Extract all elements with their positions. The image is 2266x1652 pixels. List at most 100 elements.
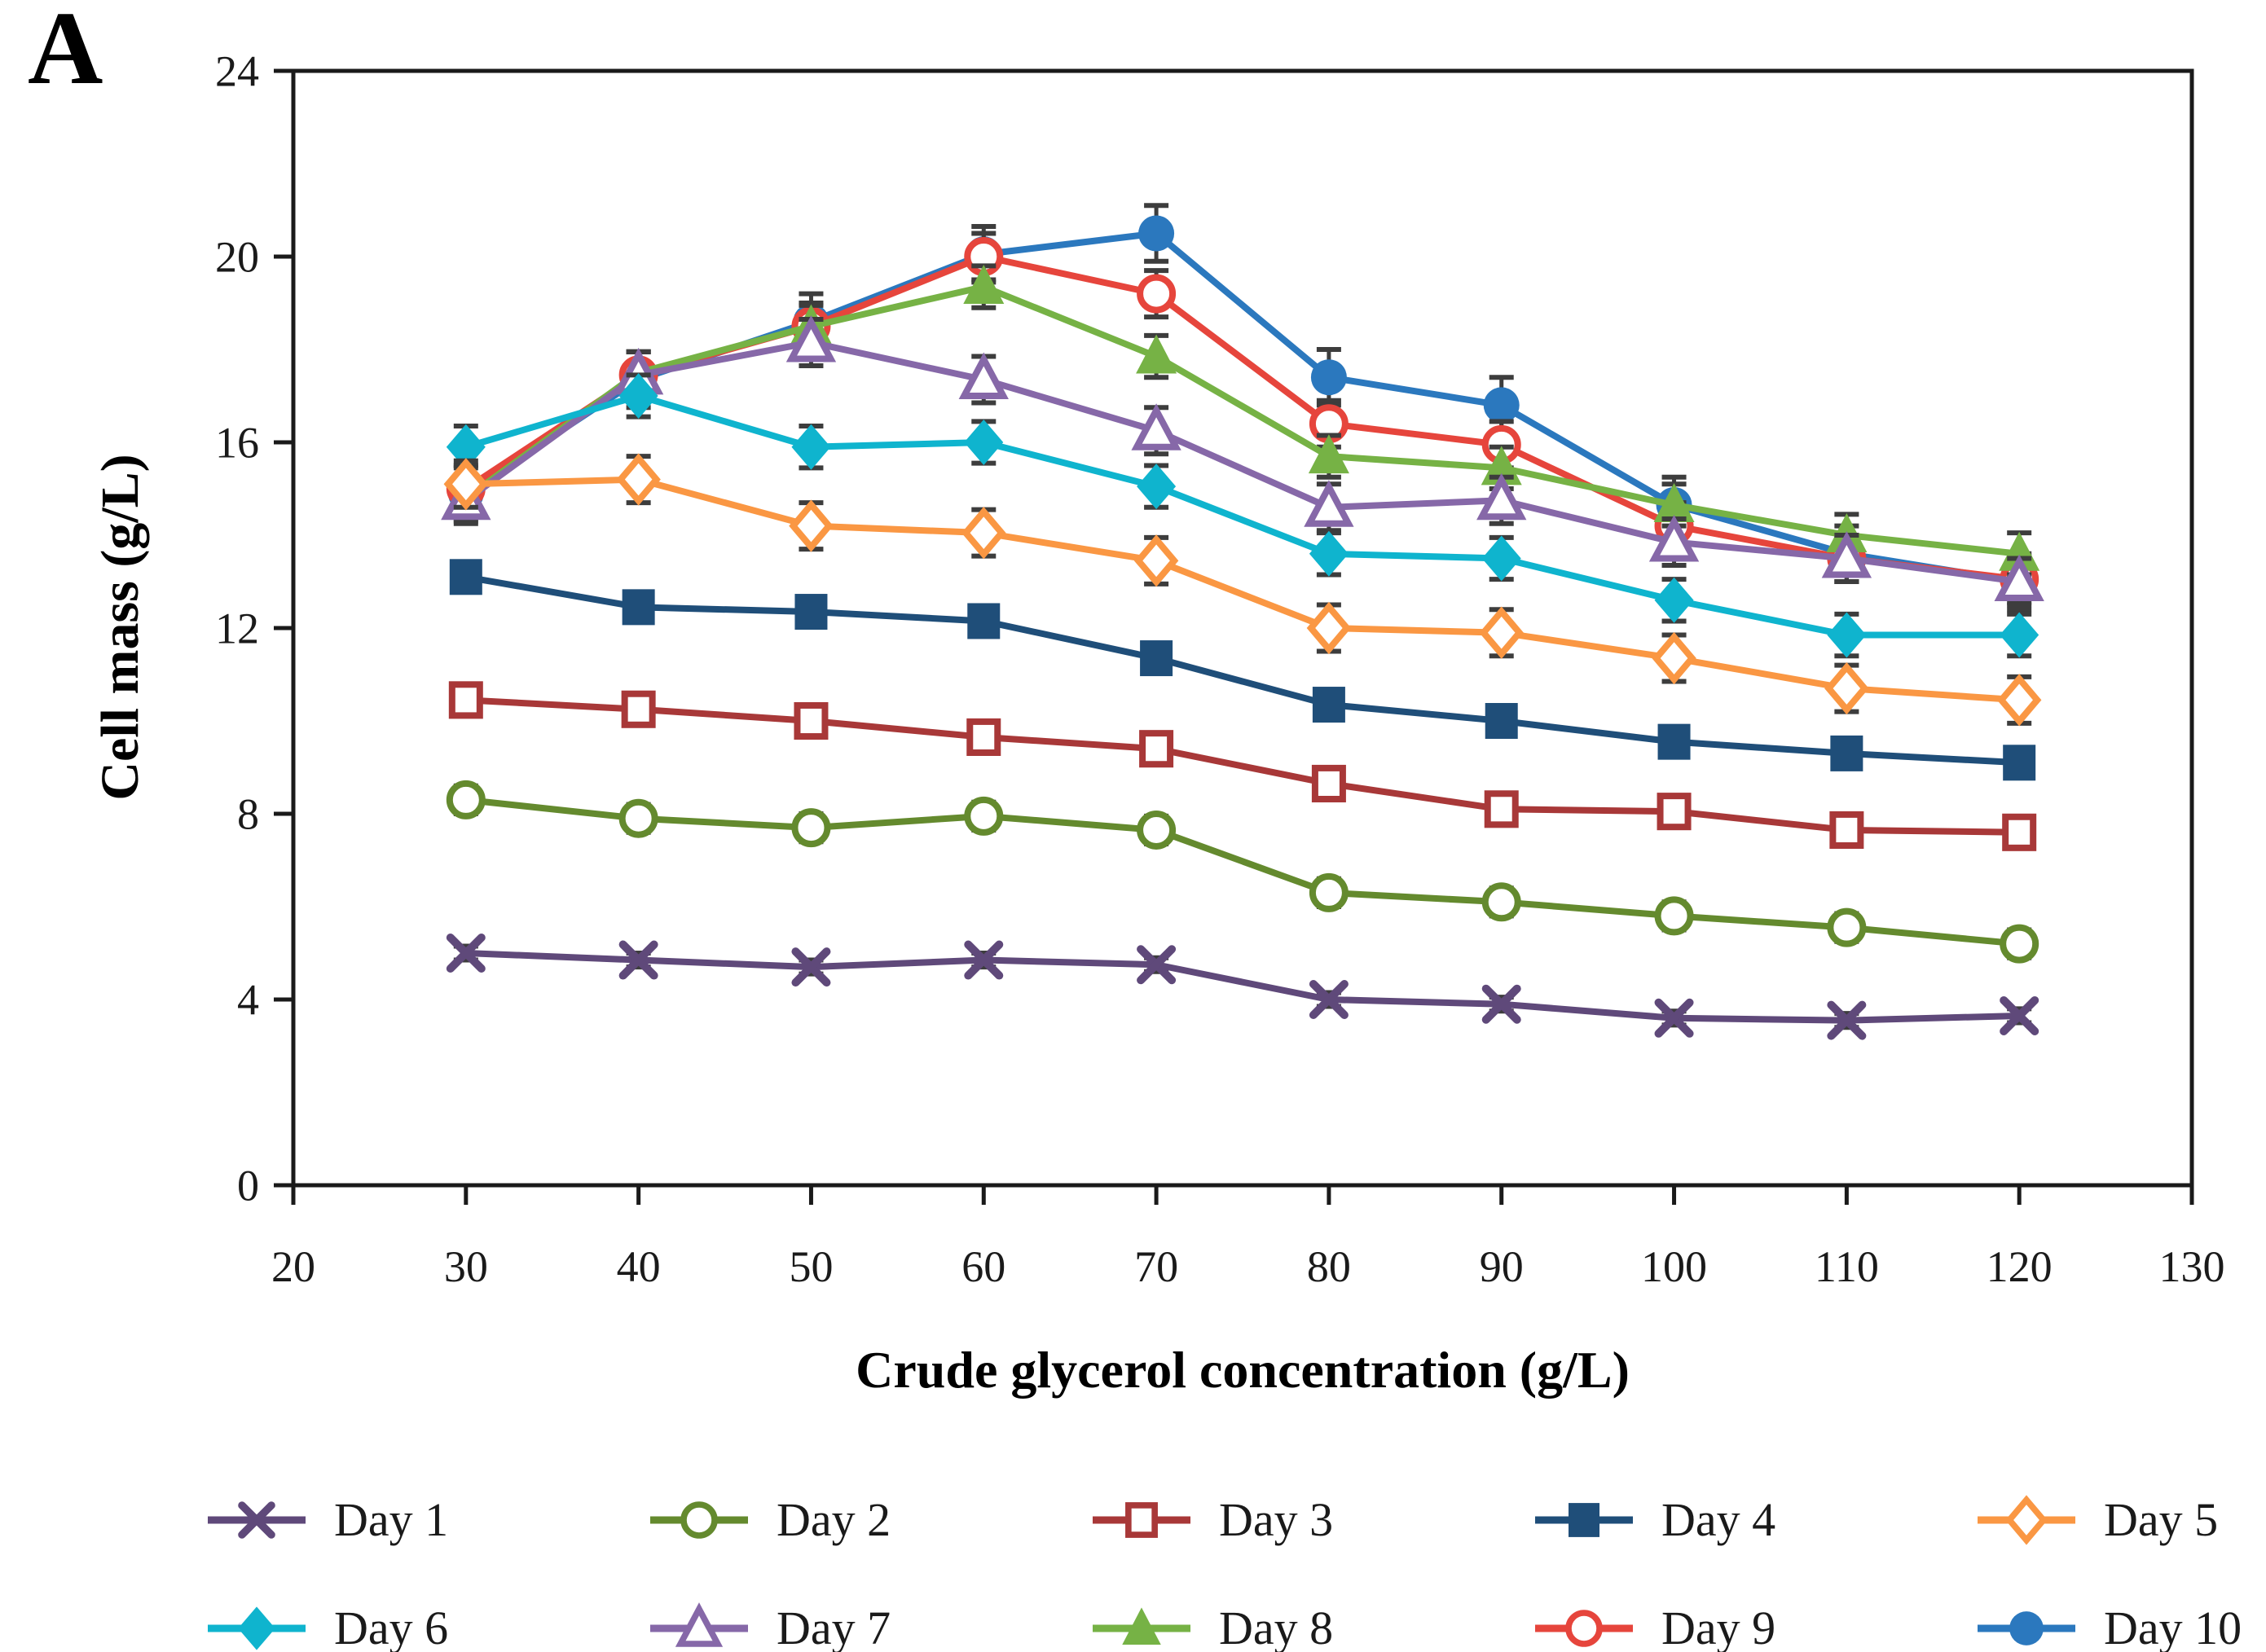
- y-tick-label: 8: [237, 789, 259, 838]
- data-point: [1310, 359, 1347, 396]
- series-day-4: [449, 559, 2036, 781]
- x-tick-label: 110: [1815, 1242, 1879, 1291]
- data-point: [1827, 907, 1867, 947]
- data-point: [791, 424, 831, 470]
- data-point: [449, 559, 482, 595]
- data-point: [621, 690, 656, 728]
- data-point: [2005, 1495, 2048, 1545]
- data-point: [961, 506, 1006, 560]
- data-point: [2003, 745, 2036, 781]
- series-line: [465, 796, 2020, 947]
- data-point: [1484, 790, 1519, 828]
- legend-item-day-9: Day 9: [1535, 1601, 1775, 1652]
- y-tick-label: 12: [215, 604, 259, 652]
- data-point: [1304, 480, 1354, 527]
- data-point: [1479, 606, 1524, 659]
- data-point: [448, 681, 483, 719]
- data-point: [1308, 434, 1349, 474]
- y-tick-label: 24: [215, 46, 259, 95]
- series-day-3: [448, 681, 2037, 851]
- legend-label: Day 1: [334, 1493, 448, 1546]
- legend-label: Day 8: [1219, 1601, 1333, 1652]
- data-point: [618, 373, 658, 419]
- data-point: [789, 499, 834, 552]
- legend-item-day-8: Day 8: [1093, 1601, 1333, 1652]
- data-point: [1821, 531, 1872, 578]
- x-axis: 20 30 40 50 60 70 80 90 100 110 120 130: [271, 1185, 2225, 1291]
- legend-label: Day 7: [777, 1601, 891, 1652]
- data-point: [1485, 703, 1518, 739]
- data-point: [1481, 882, 1521, 922]
- x-tick-label: 40: [617, 1242, 661, 1291]
- data-point: [1309, 530, 1349, 577]
- y-axis: 0 4 8 12 16 20 24: [215, 46, 293, 1210]
- legend-item-day-7: Day 7: [650, 1601, 891, 1652]
- panel-label: A: [28, 0, 103, 106]
- data-point: [1996, 674, 2042, 727]
- legend-label: Day 10: [2104, 1601, 2242, 1652]
- data-point: [1654, 896, 1694, 936]
- series-day-1: [446, 934, 2039, 1040]
- data-point: [963, 265, 1005, 305]
- data-point: [2000, 924, 2039, 964]
- data-point: [1652, 631, 1696, 685]
- series-line: [464, 283, 2020, 557]
- data-point: [1654, 577, 1694, 623]
- series-line: [464, 393, 2020, 639]
- x-tick-label: 20: [271, 1242, 315, 1291]
- data-point: [1481, 535, 1521, 582]
- data-point: [1138, 215, 1175, 252]
- legend-item-day-3: Day 3: [1093, 1493, 1333, 1546]
- data-point: [446, 424, 486, 470]
- series-line: [464, 339, 2020, 585]
- legend-label: Day 2: [777, 1493, 891, 1546]
- legend-item-day-5: Day 5: [1978, 1493, 2218, 1546]
- data-point: [1657, 793, 1692, 831]
- data-point: [443, 458, 489, 511]
- x-tick-label: 90: [1480, 1242, 1524, 1291]
- data-point: [964, 420, 1004, 465]
- data-point: [1569, 1503, 1599, 1537]
- data-point: [1830, 735, 1863, 771]
- y-axis-title: Cell mass (g/L): [90, 454, 150, 801]
- series-line: [465, 950, 2020, 1024]
- data-point: [1137, 464, 1177, 510]
- data-point: [2000, 612, 2039, 658]
- y-tick-label: 20: [215, 232, 259, 281]
- data-point: [1139, 730, 1174, 768]
- data-point: [1312, 687, 1345, 723]
- data-point: [794, 701, 829, 740]
- data-point: [616, 453, 661, 506]
- legend-label: Day 9: [1661, 1601, 1775, 1652]
- data-point: [967, 603, 1001, 639]
- data-point: [1306, 601, 1352, 655]
- legend: Day 1 Day 2 Day 3 Day 4 Day 5 Day 6 Day 7 Day 8…: [208, 1493, 2242, 1652]
- x-axis-title: Crude glycerol concentration (g/L): [856, 1341, 1630, 1399]
- data-point: [622, 589, 655, 626]
- legend-label: Day 4: [1661, 1493, 1775, 1546]
- data-point: [238, 1501, 275, 1539]
- data-point: [966, 718, 1001, 756]
- series-line: [465, 696, 2020, 836]
- data-point: [680, 1501, 718, 1539]
- x-tick-label: 100: [1641, 1242, 1707, 1291]
- y-tick-label: 0: [237, 1161, 259, 1210]
- data-point: [1994, 554, 2044, 601]
- data-point: [2009, 1611, 2044, 1645]
- legend-item-day-10: Day 10: [1978, 1601, 2242, 1652]
- legend-label: Day 3: [1219, 1493, 1333, 1546]
- x-tick-label: 50: [789, 1242, 833, 1291]
- data-point: [791, 947, 831, 987]
- x-tick-label: 120: [1987, 1242, 2053, 1291]
- data-point: [1827, 1000, 1867, 1040]
- series-line: [465, 573, 2020, 767]
- y-tick-label: 16: [215, 418, 259, 467]
- data-point: [618, 798, 658, 838]
- data-point: [1133, 534, 1179, 587]
- data-point: [1999, 531, 2040, 571]
- data-point: [1483, 387, 1520, 424]
- data-point: [446, 780, 486, 819]
- data-point: [1309, 872, 1349, 912]
- data-point: [1140, 640, 1173, 677]
